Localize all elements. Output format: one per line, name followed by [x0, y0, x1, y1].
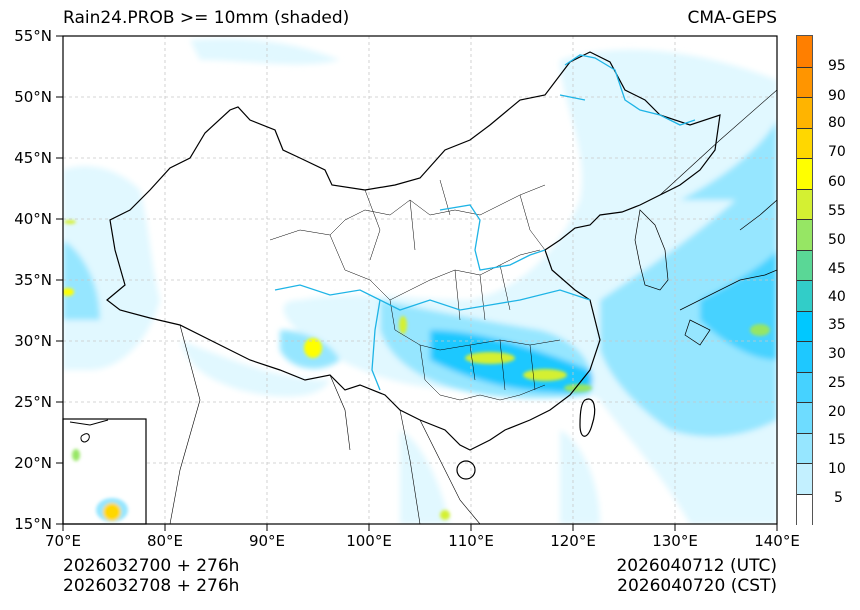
x-tick-label: 140°E: [754, 532, 800, 550]
init-time-utc: 2026032700 + 276h: [63, 556, 240, 576]
x-tick-label: 80°E: [146, 532, 184, 550]
colorbar-bin: [797, 402, 812, 433]
valid-time: 2026040712 (UTC) 2026040720 (CST): [616, 556, 777, 596]
colorbar-bin: [797, 66, 812, 98]
y-tick-label: 55°N: [14, 27, 52, 45]
colorbar: [796, 35, 813, 525]
colorbar-label: 45: [828, 261, 846, 277]
colorbar-bin: [797, 493, 812, 525]
init-time-cst: 2026032708 + 276h: [63, 576, 240, 596]
colorbar-label: 90: [828, 88, 846, 104]
x-tick-label: 120°E: [550, 532, 596, 550]
chart-title: Rain24.PROB >= 10mm (shaded): [63, 8, 350, 28]
colorbar-label: 70: [828, 144, 846, 160]
colorbar-label: 5: [834, 490, 843, 506]
colorbar-label: 55: [828, 203, 846, 219]
colorbar-label: 60: [828, 174, 846, 190]
colorbar-bin: [797, 280, 812, 311]
colorbar-label: 30: [828, 346, 846, 362]
valid-time-cst: 2026040720 (CST): [617, 576, 777, 596]
init-time: 2026032700 + 276h 2026032708 + 276h: [63, 556, 239, 596]
axis-ticks: [56, 35, 778, 531]
precip-shading: [63, 38, 777, 524]
colorbar-bin: [797, 219, 812, 250]
x-tick-label: 130°E: [652, 532, 698, 550]
colorbar-bin: [797, 310, 812, 342]
x-tick-label: 90°E: [248, 532, 286, 550]
x-tick-label: 110°E: [448, 532, 494, 550]
colorbar-bin: [797, 371, 812, 403]
province-borders: [269, 179, 561, 401]
colorbar-label: 10: [828, 461, 846, 477]
colorbar-label: 50: [828, 232, 846, 248]
model-name: CMA-GEPS: [687, 8, 777, 28]
colorbar-label: 15: [828, 432, 846, 448]
y-tick-label: 15°N: [14, 515, 52, 533]
colorbar-bin: [797, 463, 812, 494]
colorbar-bin: [797, 188, 812, 220]
colorbar-label: 80: [828, 115, 846, 131]
x-tick-label: 70°E: [44, 532, 82, 550]
y-tick-label: 30°N: [14, 332, 52, 350]
colorbar-bin: [797, 158, 812, 189]
rivers: [274, 54, 696, 391]
colorbar-bin: [797, 432, 812, 464]
colorbar-label: 25: [828, 375, 846, 391]
x-tick-label: 100°E: [346, 532, 392, 550]
y-tick-label: 20°N: [14, 454, 52, 472]
colorbar-label: 40: [828, 289, 846, 305]
y-tick-label: 50°N: [14, 88, 52, 106]
y-tick-label: 35°N: [14, 271, 52, 289]
colorbar-bin: [797, 97, 812, 128]
south-china-sea-inset: [62, 418, 147, 525]
colorbar-bin: [797, 249, 812, 281]
valid-time-utc: 2026040712 (UTC): [616, 556, 777, 576]
y-tick-label: 25°N: [14, 393, 52, 411]
colorbar-label: 20: [828, 404, 846, 420]
colorbar-label: 95: [828, 58, 846, 74]
colorbar-bin: [797, 36, 812, 67]
colorbar-label: 35: [828, 317, 846, 333]
colorbar-bin: [797, 127, 812, 159]
country-borders: [106, 51, 777, 524]
y-tick-label: 45°N: [14, 149, 52, 167]
y-tick-label: 40°N: [14, 210, 52, 228]
gridlines: [63, 36, 777, 524]
colorbar-bin: [797, 341, 812, 372]
